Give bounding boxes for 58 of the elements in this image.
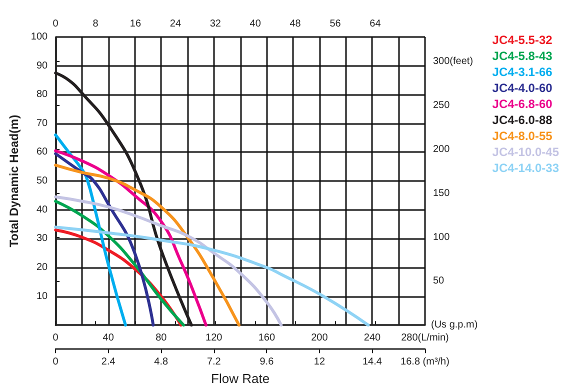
text: 16.8 (m³/h) (400, 356, 450, 368)
text: JC4-14.0-33 (492, 161, 560, 175)
line-series (54, 164, 240, 327)
x-tick-label: 0 (52, 332, 59, 344)
text: JC4-5.5-32 (492, 33, 553, 47)
x-tick-label: 80 (156, 332, 168, 344)
line-series (54, 195, 283, 327)
x-tick-label: 40 (102, 332, 114, 344)
x-tick-label: 200 (311, 332, 328, 344)
text: JC4-6.8-60 (492, 97, 553, 111)
x-axis-title: Flow Rate (211, 371, 270, 386)
y-tick-label: 100 (30, 32, 48, 42)
x2-tick-label: 8 (92, 18, 99, 30)
line-series (54, 226, 370, 327)
y-tick-label: 20 (36, 262, 48, 273)
text: JC4-8.0-55 (492, 129, 553, 143)
x2-tick-label: 64 (370, 18, 382, 30)
y-tick-label: 40 (36, 204, 48, 216)
x2-tick-label: 16 (130, 18, 142, 30)
x2-tick-label: 24 (170, 18, 182, 30)
y-tick-label: 10 (36, 290, 48, 302)
y-tick-label: 70 (36, 118, 48, 129)
y2-tick-label: 100 (433, 232, 450, 243)
y-axis-title: Total Dynamic Head(m) (7, 114, 21, 248)
y-tick-label: 60 (36, 146, 48, 158)
text: 4.8 (154, 356, 169, 368)
y2-tick-label: 50 (433, 276, 445, 287)
y-tick-label: 30 (36, 233, 48, 244)
y-tick-label: 90 (36, 60, 48, 72)
text: 7.2 (206, 356, 222, 368)
x2-axis-title: (Us g.p.m) (431, 320, 478, 331)
x2-tick-label: 48 (290, 18, 302, 30)
x2-tick-label: 56 (330, 18, 342, 30)
y2-tick-label: 150 (433, 188, 450, 199)
text: JC4-5.8-43 (492, 49, 553, 63)
y-tick-label: 50 (36, 176, 48, 187)
y-tick-label: 80 (36, 89, 48, 100)
text: JC4-6.0-88 (492, 113, 553, 127)
x2-tick-label: 32 (210, 18, 222, 30)
x2-tick-label: 40 (250, 18, 262, 30)
text: 12 (314, 356, 326, 368)
text: 0 (52, 356, 59, 368)
text: 14.4 (362, 356, 382, 368)
text: 9.6 (260, 356, 274, 368)
text: JC4-4.0-60 (492, 81, 553, 95)
y2-tick-label: 200 (433, 144, 450, 155)
x-tick-label: 240 (364, 332, 382, 344)
y2-tick-label: 250 (433, 100, 450, 112)
x-tick-label: 280(L/min) (401, 332, 449, 344)
x-tick-label: 120 (206, 332, 223, 344)
line-series (54, 152, 155, 327)
text: JC4-10.0-45 (492, 145, 560, 159)
y2-tick-label: 300(feet) (433, 56, 474, 68)
x2-tick-label: 0 (52, 18, 59, 30)
x-tick-label: 160 (258, 332, 276, 344)
line-series (54, 133, 128, 327)
text: JC4-3.1-66 (492, 65, 553, 79)
text: 2.4 (101, 356, 116, 368)
